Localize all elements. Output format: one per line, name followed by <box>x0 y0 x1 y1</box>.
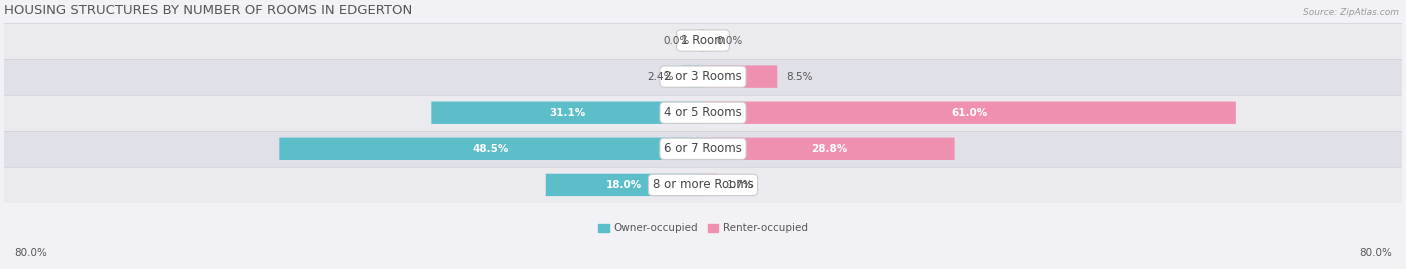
Text: 4 or 5 Rooms: 4 or 5 Rooms <box>664 106 742 119</box>
Text: 18.0%: 18.0% <box>606 180 643 190</box>
FancyBboxPatch shape <box>700 29 703 52</box>
Bar <box>4 167 1402 203</box>
FancyBboxPatch shape <box>703 101 1236 124</box>
Bar <box>4 23 1402 59</box>
FancyBboxPatch shape <box>703 174 718 196</box>
Text: 80.0%: 80.0% <box>14 248 46 258</box>
Text: 2.4%: 2.4% <box>647 72 673 82</box>
Text: HOUSING STRUCTURES BY NUMBER OF ROOMS IN EDGERTON: HOUSING STRUCTURES BY NUMBER OF ROOMS IN… <box>4 4 412 17</box>
Text: 28.8%: 28.8% <box>811 144 846 154</box>
Bar <box>4 95 1402 131</box>
Text: 48.5%: 48.5% <box>472 144 509 154</box>
Text: 80.0%: 80.0% <box>1360 248 1392 258</box>
Text: 8.5%: 8.5% <box>786 72 813 82</box>
Text: 6 or 7 Rooms: 6 or 7 Rooms <box>664 142 742 155</box>
FancyBboxPatch shape <box>703 65 778 88</box>
FancyBboxPatch shape <box>546 174 703 196</box>
Text: 8 or more Rooms: 8 or more Rooms <box>652 178 754 192</box>
Text: 61.0%: 61.0% <box>952 108 987 118</box>
Text: 1 Room: 1 Room <box>681 34 725 47</box>
FancyBboxPatch shape <box>703 138 955 160</box>
Legend: Owner-occupied, Renter-occupied: Owner-occupied, Renter-occupied <box>595 219 811 238</box>
Text: 31.1%: 31.1% <box>548 108 585 118</box>
FancyBboxPatch shape <box>682 65 703 88</box>
Text: 0.0%: 0.0% <box>716 36 742 45</box>
Text: 1.7%: 1.7% <box>727 180 754 190</box>
Bar <box>4 59 1402 95</box>
FancyBboxPatch shape <box>280 138 703 160</box>
Bar <box>4 131 1402 167</box>
Text: Source: ZipAtlas.com: Source: ZipAtlas.com <box>1303 8 1399 17</box>
FancyBboxPatch shape <box>432 101 703 124</box>
FancyBboxPatch shape <box>703 29 706 52</box>
Text: 0.0%: 0.0% <box>664 36 690 45</box>
Text: 2 or 3 Rooms: 2 or 3 Rooms <box>664 70 742 83</box>
